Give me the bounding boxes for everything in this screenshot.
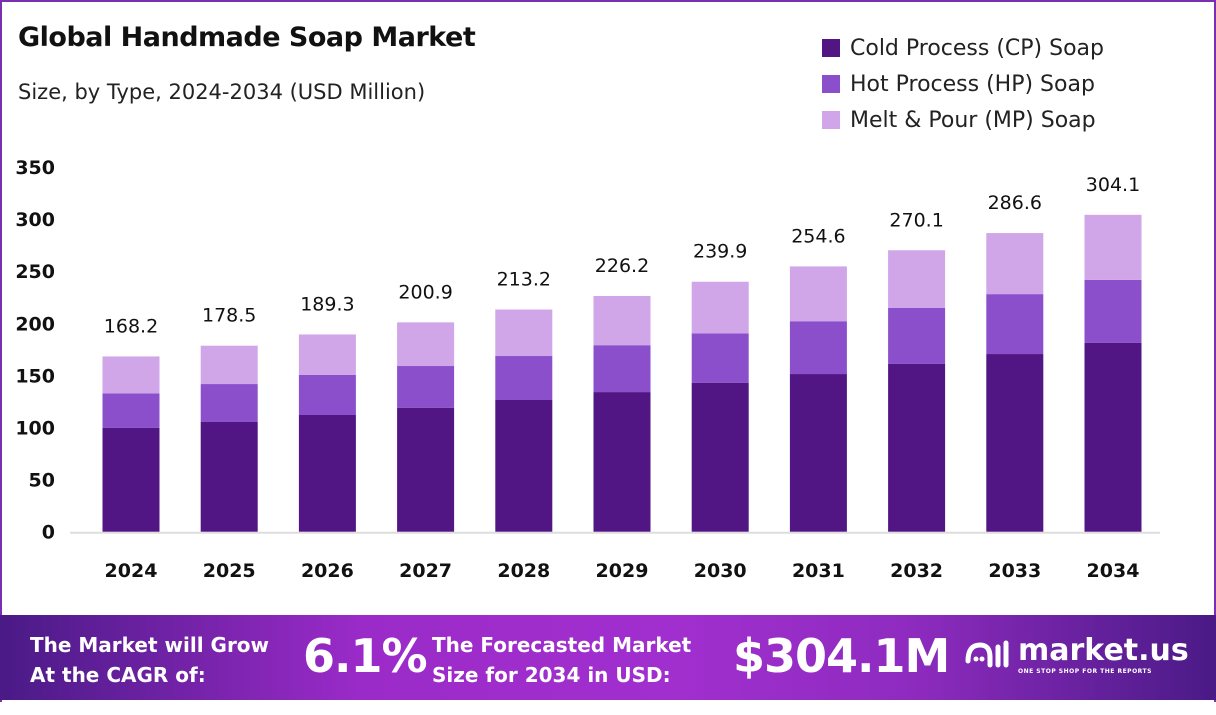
data-label: 189.3 xyxy=(300,293,354,315)
x-tick-label: 2032 xyxy=(890,560,943,582)
data-label: 178.5 xyxy=(202,305,256,327)
bar-segment-mp-2027 xyxy=(397,322,455,367)
y-tick-label: 150 xyxy=(15,365,55,387)
forecast-value: $304.1M xyxy=(733,629,950,683)
bar-segment-hp-2031 xyxy=(789,321,847,375)
bar-segment-mp-2028 xyxy=(495,309,553,357)
x-tick-label: 2028 xyxy=(497,560,550,582)
bar-segment-mp-2034 xyxy=(1084,214,1142,280)
legend-item-mp: Melt & Pour (MP) Soap xyxy=(822,102,1104,138)
bar-segment-cp-2028 xyxy=(495,399,553,532)
y-tick-label: 100 xyxy=(15,418,55,440)
bar-segment-cp-2026 xyxy=(298,414,356,532)
legend-swatch-hp xyxy=(822,75,840,93)
forecast-label-line2: Size for 2034 in USD: xyxy=(432,663,671,687)
bar-segment-cp-2032 xyxy=(888,363,946,532)
bar-segment-mp-2032 xyxy=(888,250,946,308)
bar-segment-hp-2025 xyxy=(200,384,258,422)
brand-name: market.us xyxy=(1018,632,1189,668)
bar-segment-mp-2025 xyxy=(200,345,258,385)
bar-segment-hp-2032 xyxy=(888,307,946,364)
chart-title: Global Handmade Soap Market xyxy=(18,22,476,53)
forecast-label-line1: The Forecasted Market xyxy=(432,633,692,657)
bar-segment-cp-2031 xyxy=(789,374,847,532)
legend-item-hp: Hot Process (HP) Soap xyxy=(822,66,1104,102)
data-label: 286.6 xyxy=(988,192,1042,214)
y-tick-label: 300 xyxy=(15,209,55,231)
footer-banner: The Market will Grow At the CAGR of: 6.1… xyxy=(0,615,1216,700)
x-tick-label: 2026 xyxy=(301,560,354,582)
y-tick-label: 0 xyxy=(42,522,55,544)
data-label: 168.2 xyxy=(104,315,158,337)
legend: Cold Process (CP) Soap Hot Process (HP) … xyxy=(822,30,1104,138)
y-tick-label: 350 xyxy=(15,157,55,179)
forecast-label: The Forecasted Market Size for 2034 in U… xyxy=(432,630,691,690)
bar-segment-mp-2026 xyxy=(298,334,356,375)
bar-segment-hp-2033 xyxy=(986,294,1044,355)
bar-segment-mp-2030 xyxy=(691,281,749,334)
data-label: 213.2 xyxy=(497,269,551,291)
bar-segment-cp-2025 xyxy=(200,421,258,532)
bar-segment-cp-2034 xyxy=(1084,342,1142,532)
bar-segment-cp-2033 xyxy=(986,354,1044,532)
bar-segment-cp-2027 xyxy=(397,407,455,532)
x-tick-label: 2024 xyxy=(105,560,158,582)
x-tick-label: 2029 xyxy=(596,560,649,582)
data-label: 239.9 xyxy=(693,241,747,263)
bar-segment-mp-2031 xyxy=(789,266,847,322)
brand-tagline: ONE STOP SHOP FOR THE REPORTS xyxy=(1018,667,1152,675)
y-tick-label: 250 xyxy=(15,261,55,283)
bar-segment-hp-2026 xyxy=(298,374,356,415)
legend-swatch-cp xyxy=(822,39,840,57)
legend-label: Melt & Pour (MP) Soap xyxy=(850,107,1096,133)
bar-segment-cp-2030 xyxy=(691,382,749,532)
bar-segment-hp-2027 xyxy=(397,366,455,408)
x-tick-label: 2034 xyxy=(1087,560,1140,582)
data-label: 226.2 xyxy=(595,255,649,277)
x-tick-label: 2027 xyxy=(399,560,452,582)
y-tick-label: 200 xyxy=(15,313,55,335)
bar-segment-cp-2024 xyxy=(102,427,160,532)
bar-segment-hp-2029 xyxy=(593,345,651,393)
legend-label: Hot Process (HP) Soap xyxy=(850,71,1095,97)
cagr-label-line2: At the CAGR of: xyxy=(30,663,206,687)
bar-segment-hp-2028 xyxy=(495,356,553,400)
cagr-label: The Market will Grow At the CAGR of: xyxy=(30,630,269,690)
bar-segment-mp-2029 xyxy=(593,295,651,346)
cagr-label-line1: The Market will Grow xyxy=(30,633,270,657)
brand-logo: market.us ONE STOP SHOP FOR THE REPORTS xyxy=(962,635,1189,675)
bar-segment-mp-2024 xyxy=(102,356,160,394)
x-tick-label: 2031 xyxy=(792,560,845,582)
x-tick-label: 2030 xyxy=(694,560,747,582)
legend-swatch-mp xyxy=(822,111,840,129)
legend-item-cp: Cold Process (CP) Soap xyxy=(822,30,1104,66)
data-label: 270.1 xyxy=(889,209,943,231)
plot-area: 0 50 100 150 200 250 300 350 168.2 2024 178.5 2025 1… xyxy=(15,157,1160,582)
bar-segment-mp-2033 xyxy=(986,233,1044,295)
chart-subtitle: Size, by Type, 2024-2034 (USD Million) xyxy=(18,80,426,104)
data-label: 304.1 xyxy=(1086,174,1140,196)
x-tick-label: 2025 xyxy=(203,560,256,582)
y-tick-label: 50 xyxy=(29,470,55,492)
bar-segment-cp-2029 xyxy=(593,392,651,532)
brand-logo-icon xyxy=(965,640,1009,668)
data-label: 200.9 xyxy=(398,281,452,303)
bar-segment-hp-2034 xyxy=(1084,279,1142,343)
bar-segment-hp-2024 xyxy=(102,393,160,428)
cagr-value: 6.1% xyxy=(303,629,428,683)
data-label: 254.6 xyxy=(791,225,845,247)
legend-label: Cold Process (CP) Soap xyxy=(850,35,1104,61)
bar-segment-hp-2030 xyxy=(691,333,749,383)
x-tick-label: 2033 xyxy=(988,560,1041,582)
